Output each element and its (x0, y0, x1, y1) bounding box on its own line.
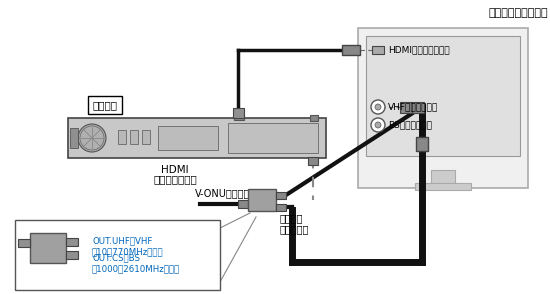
Bar (130, 130, 138, 144)
Bar (18, 239, 30, 247)
Bar (158, 126, 218, 150)
Text: OUT.CS・BS
（1000～2610MHz）など: OUT.CS・BS （1000～2610MHz）など (92, 253, 180, 273)
Bar (342, 45, 360, 55)
Bar (310, 115, 318, 121)
Bar (234, 115, 244, 120)
Circle shape (371, 100, 385, 114)
Bar (238, 200, 248, 208)
Bar (412, 102, 424, 113)
Bar (415, 183, 471, 190)
Circle shape (371, 118, 385, 132)
Bar (431, 170, 455, 184)
Bar (233, 108, 244, 118)
Bar (276, 192, 286, 199)
Bar (366, 36, 520, 156)
Bar (248, 189, 276, 211)
Text: 本機背面: 本機背面 (92, 100, 118, 110)
Bar (358, 28, 528, 188)
Circle shape (375, 122, 381, 128)
Circle shape (78, 124, 106, 152)
Bar (15, 220, 220, 290)
Circle shape (375, 104, 381, 110)
Text: OUT.UHF・VHF
（10～770MHz）など: OUT.UHF・VHF （10～770MHz）など (92, 236, 164, 256)
Text: V-ONUから接続: V-ONUから接続 (195, 188, 250, 198)
Bar (68, 118, 326, 158)
Bar (118, 130, 126, 144)
Circle shape (80, 126, 104, 150)
Text: 映像・音声出力: 映像・音声出力 (153, 174, 197, 184)
Bar (372, 46, 384, 54)
Text: HDMI映像・音声入力: HDMI映像・音声入力 (388, 46, 449, 54)
Bar (30, 233, 66, 263)
Bar (276, 204, 286, 211)
Bar (400, 102, 412, 113)
Bar (70, 128, 78, 148)
Bar (66, 251, 78, 259)
Text: BSアンテナ入力: BSアンテナ入力 (388, 121, 432, 129)
Text: 【デジタルテレビ】: 【デジタルテレビ】 (488, 8, 548, 18)
Bar (308, 157, 318, 165)
Text: 【分配器
・分波器】: 【分配器 ・分波器】 (280, 213, 309, 235)
Text: HDMI: HDMI (161, 165, 189, 175)
Bar (228, 123, 318, 153)
Bar (142, 130, 150, 144)
Bar (66, 238, 78, 246)
Text: VHFアンテナ入力: VHFアンテナ入力 (388, 103, 438, 111)
Bar (416, 137, 428, 151)
